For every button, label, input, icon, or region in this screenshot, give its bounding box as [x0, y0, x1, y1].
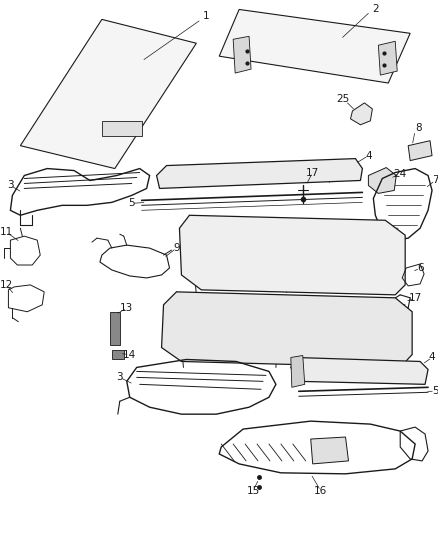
Polygon shape	[102, 121, 141, 136]
Text: 15: 15	[247, 486, 260, 496]
Text: 17: 17	[409, 293, 422, 303]
Polygon shape	[291, 358, 428, 384]
Text: 14: 14	[123, 350, 136, 359]
Polygon shape	[311, 437, 349, 464]
Text: 4: 4	[429, 352, 435, 362]
Text: 5: 5	[432, 386, 438, 397]
Polygon shape	[112, 350, 124, 359]
Text: 16: 16	[314, 486, 327, 496]
Polygon shape	[20, 19, 196, 168]
Text: 1: 1	[203, 11, 210, 21]
Polygon shape	[408, 141, 432, 160]
Text: 4: 4	[365, 151, 372, 160]
Text: 5: 5	[128, 198, 135, 208]
Polygon shape	[180, 215, 405, 295]
Text: 6: 6	[417, 263, 424, 273]
Polygon shape	[378, 41, 397, 75]
Text: 25: 25	[336, 94, 349, 104]
Text: 9: 9	[173, 243, 180, 253]
Polygon shape	[162, 292, 412, 367]
Text: 12: 12	[0, 280, 13, 290]
Polygon shape	[156, 159, 362, 189]
Text: 8: 8	[415, 123, 421, 133]
Text: 2: 2	[372, 4, 379, 14]
Polygon shape	[219, 10, 410, 83]
Text: 24: 24	[394, 168, 407, 179]
Text: 17: 17	[306, 167, 319, 177]
Polygon shape	[233, 36, 251, 73]
Text: 7: 7	[432, 175, 438, 185]
Polygon shape	[291, 356, 305, 387]
Text: 11: 11	[0, 227, 13, 237]
Polygon shape	[368, 167, 396, 193]
Text: 3: 3	[117, 373, 123, 382]
Text: 13: 13	[120, 303, 134, 313]
Polygon shape	[350, 103, 372, 125]
Text: 3: 3	[7, 181, 14, 190]
Polygon shape	[110, 312, 120, 344]
